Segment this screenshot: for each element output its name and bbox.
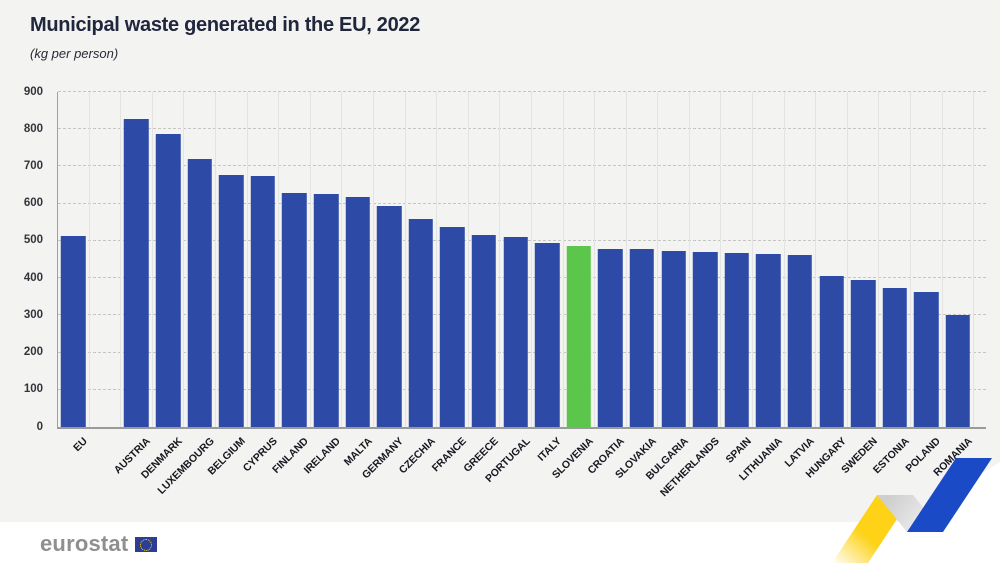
category-slot-estonia: ESTONIA bbox=[871, 92, 912, 476]
chart-subtitle: (kg per person) bbox=[30, 46, 119, 61]
bar-slots: EU AUSTRIA DENMARK LUXEMBOURG BELGIUM CYPRUS F… bbox=[58, 92, 986, 499]
chart-title: Municipal waste generated in the EU, 202… bbox=[30, 14, 421, 36]
bar-latvia bbox=[787, 255, 813, 427]
category-slot-bulgaria: BULGARIA bbox=[643, 92, 690, 482]
y-tick-label-600: 600 bbox=[23, 196, 43, 209]
bar-portugal bbox=[503, 236, 528, 427]
category-slot-slovenia: SLOVENIA bbox=[550, 92, 596, 481]
category-slot-malta: MALTA bbox=[341, 92, 374, 468]
ribbon-blue-band bbox=[907, 458, 992, 532]
bar-croatia bbox=[598, 249, 623, 427]
bar-slovenia bbox=[566, 245, 592, 427]
category-slot-poland: POLAND bbox=[904, 92, 943, 475]
bar-finland bbox=[282, 193, 307, 427]
bar-poland bbox=[914, 291, 939, 427]
category-slot-belgium: BELGIUM bbox=[206, 92, 248, 478]
y-tick-label-500: 500 bbox=[23, 234, 43, 247]
category-slot-denmark: DENMARK bbox=[139, 92, 185, 481]
footer-band: eurostat bbox=[0, 522, 1000, 563]
gridline-900 bbox=[58, 91, 986, 92]
category-slot-austria: AUSTRIA bbox=[112, 92, 153, 476]
category-slot-luxembourg: LUXEMBOURG bbox=[155, 92, 216, 497]
category-slot-croatia: CROATIA bbox=[586, 92, 627, 477]
bar-cyprus bbox=[250, 175, 276, 427]
bar-czechia bbox=[408, 218, 434, 427]
y-tick-label-400: 400 bbox=[23, 271, 43, 284]
eu-flag-icon bbox=[135, 536, 158, 552]
gridline-700 bbox=[58, 165, 986, 167]
x-label-eu: EU bbox=[71, 435, 91, 454]
y-tick-label-900: 900 bbox=[23, 85, 43, 98]
category-slot-eu: EU bbox=[58, 92, 90, 454]
y-axis: 0 100 200 300 400 500 600 700 800 900 bbox=[0, 86, 50, 432]
category-slot-cyprus: CYPRUS bbox=[241, 92, 280, 474]
category-slot-france: FRANCE bbox=[430, 92, 469, 474]
category-slot-netherlands: NETHERLANDS bbox=[658, 92, 722, 499]
gridline-600 bbox=[58, 202, 986, 204]
y-tick-label-800: 800 bbox=[23, 122, 43, 135]
category-slot-sweden: SWEDEN bbox=[839, 92, 880, 476]
bar-hungary bbox=[819, 275, 844, 427]
category-slot-spain: SPAIN bbox=[721, 92, 754, 466]
bar-malta bbox=[345, 196, 370, 427]
category-slot-greece: GREECE bbox=[461, 92, 501, 475]
category-slot-germany: GERMANY bbox=[360, 92, 406, 481]
y-tick-label-100: 100 bbox=[23, 383, 43, 396]
category-slot-portugal: PORTUGAL bbox=[483, 92, 532, 485]
y-tick-label-0: 0 bbox=[36, 420, 43, 433]
bar-germany bbox=[377, 206, 402, 427]
category-slot-slovakia: SLOVAKIA bbox=[613, 92, 659, 481]
category-slot-romania: ROMANIA bbox=[931, 92, 975, 479]
bar-slovakia bbox=[629, 249, 655, 427]
y-tick-label-200: 200 bbox=[23, 345, 43, 358]
category-slot-ireland: IRELAND bbox=[302, 92, 343, 476]
bar-france bbox=[440, 226, 465, 427]
ribbon-decoration-icon bbox=[832, 458, 1000, 563]
bar-greece bbox=[471, 234, 497, 427]
bar-spain bbox=[724, 253, 749, 427]
category-slot-finland: FINLAND bbox=[271, 92, 311, 476]
bar-austria bbox=[124, 119, 149, 427]
bar-romania bbox=[945, 314, 971, 427]
bar-belgium bbox=[219, 174, 244, 427]
eu-gap-spacer bbox=[90, 92, 122, 427]
category-slot-hungary: HUNGARY bbox=[803, 92, 848, 481]
plot-area: EU AUSTRIA DENMARK LUXEMBOURG BELGIUM CYPRUS F… bbox=[57, 91, 986, 499]
y-tick-label-300: 300 bbox=[23, 308, 43, 321]
eurostat-logo-text: eurostat bbox=[40, 531, 129, 556]
bar-estonia bbox=[882, 288, 907, 427]
category-slot-latvia: LATVIA bbox=[782, 92, 817, 470]
bar-bulgaria bbox=[661, 250, 686, 427]
y-tick-label-700: 700 bbox=[23, 159, 43, 172]
category-slot-italy: ITALY bbox=[532, 92, 564, 464]
category-slot-lithuania: LITHUANIA bbox=[737, 92, 785, 483]
bar-eu bbox=[61, 236, 86, 427]
eurostat-logo: eurostat bbox=[40, 531, 158, 556]
eu-flag-stars-icon bbox=[140, 538, 153, 551]
bar-italy bbox=[534, 243, 560, 427]
bar-netherlands bbox=[692, 251, 718, 427]
bar-sweden bbox=[850, 279, 876, 427]
gridline-800 bbox=[58, 128, 986, 130]
bar-denmark bbox=[155, 134, 181, 427]
bar-lithuania bbox=[756, 253, 781, 427]
bar-ireland bbox=[313, 194, 339, 427]
bar-luxembourg bbox=[187, 159, 212, 427]
category-slot-czechia: CZECHIA bbox=[397, 92, 438, 476]
